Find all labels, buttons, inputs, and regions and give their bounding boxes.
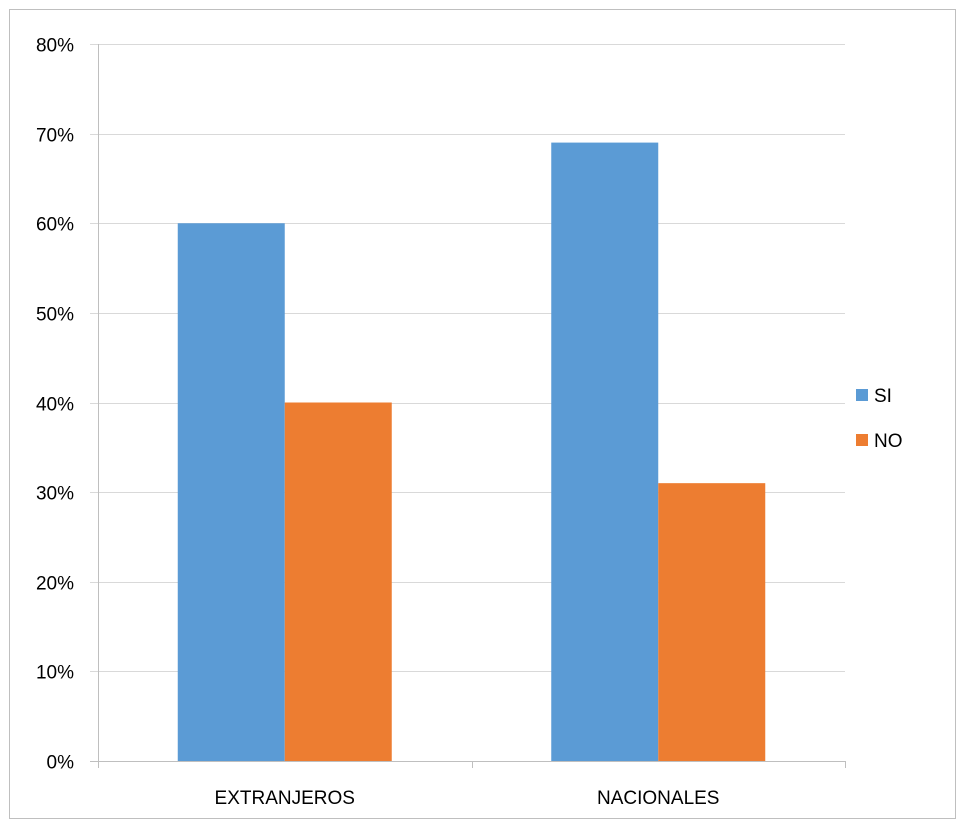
- legend-label-si: SI: [874, 386, 892, 407]
- y-tick-label: 30%: [36, 484, 74, 505]
- y-tick-label: 0%: [47, 753, 75, 774]
- legend-label-no: NO: [874, 431, 903, 452]
- x-axis-tick-labels: EXTRANJEROS NACIONALES: [215, 788, 720, 809]
- y-tick-label: 20%: [36, 574, 74, 595]
- bars: [177, 142, 766, 761]
- chart-border: [9, 9, 956, 819]
- y-tick-label: 50%: [36, 305, 74, 326]
- y-tick-label: 40%: [36, 395, 74, 416]
- bar-si-extranjeros: [177, 223, 285, 761]
- bar-no-extranjeros: [284, 402, 392, 761]
- y-tick-label: 80%: [36, 36, 74, 57]
- legend-swatch-si: [856, 389, 868, 401]
- y-tick-label: 60%: [36, 215, 74, 236]
- axes: [90, 44, 846, 768]
- legend: SI NO: [856, 386, 903, 452]
- bar-si-nacionales: [551, 142, 659, 761]
- legend-swatch-no: [856, 434, 868, 446]
- x-tick-label: NACIONALES: [597, 788, 719, 809]
- x-tick-label: EXTRANJEROS: [215, 788, 355, 809]
- bar-no-nacionales: [658, 483, 766, 761]
- y-tick-label: 70%: [36, 126, 74, 147]
- y-tick-label: 10%: [36, 663, 74, 684]
- y-axis-tick-labels: 0% 10% 20% 30% 40% 50% 60% 70% 80%: [36, 36, 74, 774]
